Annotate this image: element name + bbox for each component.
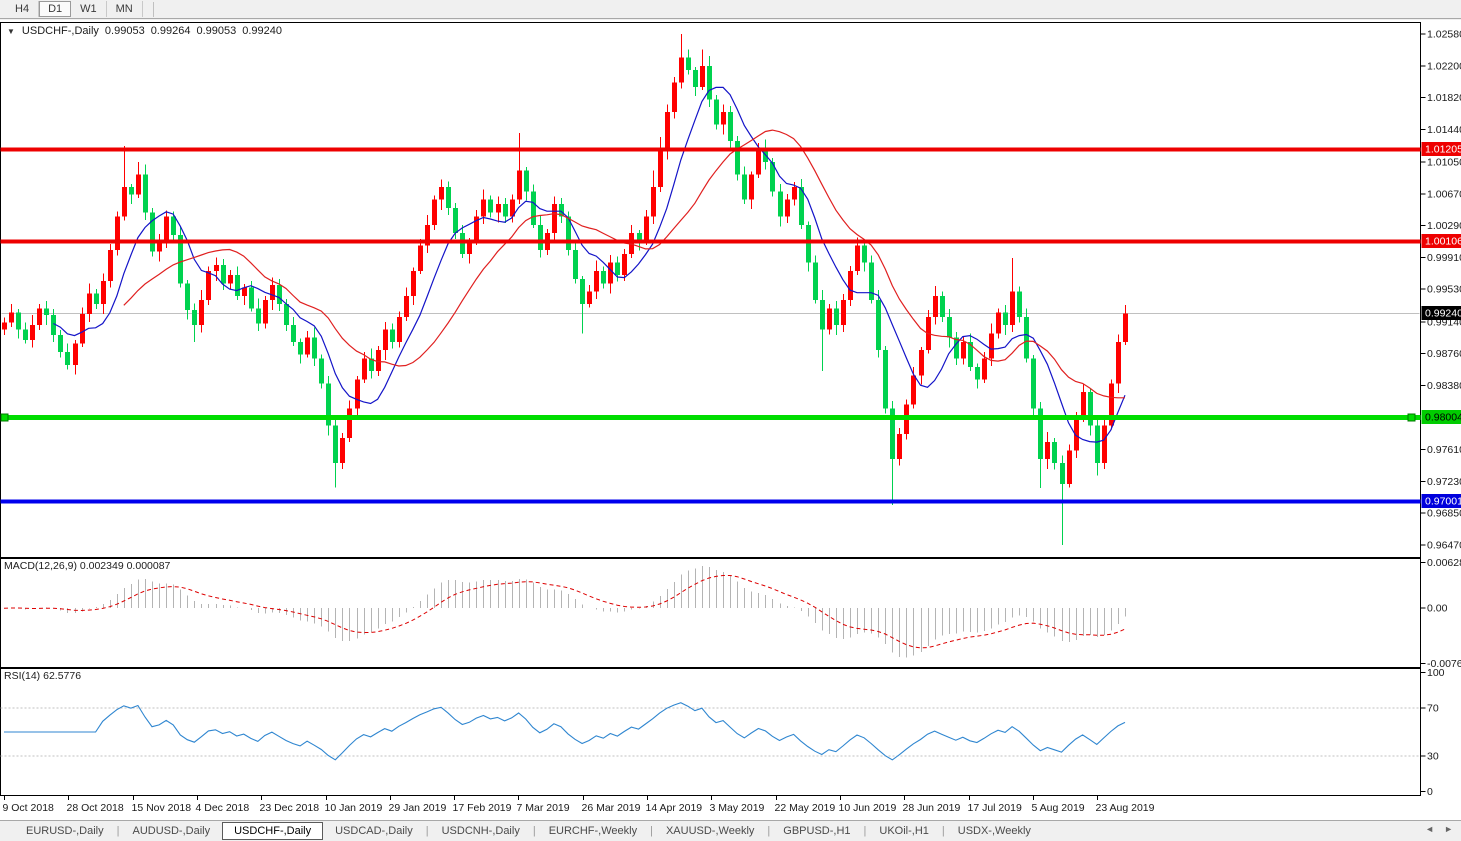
timeframe-button-w1[interactable]: W1: [71, 1, 107, 17]
chart-tab-usdcnh[interactable]: USDCNH-,Daily: [441, 825, 520, 837]
chart-tab-eurchf[interactable]: EURCHF-,Weekly: [548, 825, 638, 837]
tab-separator: |: [767, 825, 771, 837]
symbol-dropdown-icon[interactable]: ▼: [7, 26, 15, 36]
svg-text:1.02580: 1.02580: [1427, 29, 1461, 41]
svg-text:0.00: 0.00: [1427, 603, 1448, 615]
svg-text:17 Feb 2019: 17 Feb 2019: [453, 802, 512, 814]
svg-text:1.01820: 1.01820: [1427, 92, 1461, 104]
svg-text:10 Jun 2019: 10 Jun 2019: [839, 802, 897, 814]
chart-tab-usdcad[interactable]: USDCAD-,Daily: [335, 825, 413, 837]
chart-symbol-label: USDCHF-,Daily: [21, 25, 99, 37]
ohlc-high: 0.99264: [150, 25, 191, 37]
ohlc-open: 0.99053: [104, 25, 145, 37]
svg-text:100: 100: [1427, 667, 1445, 679]
svg-text:14 Apr 2019: 14 Apr 2019: [646, 802, 703, 814]
timeframe-button-d1[interactable]: D1: [39, 1, 72, 17]
chart-tab-audusd[interactable]: AUDUSD-,Daily: [132, 825, 211, 837]
svg-text:0.006286: 0.006286: [1427, 557, 1461, 569]
tab-separator: |: [941, 825, 945, 837]
chart-tab-eurusd[interactable]: EURUSD-,Daily: [26, 825, 104, 837]
svg-text:15 Nov 2018: 15 Nov 2018: [132, 802, 192, 814]
chart-tab-gbpusd[interactable]: GBPUSD-,H1: [783, 825, 851, 837]
svg-text:1.01205: 1.01205: [1425, 144, 1461, 156]
svg-text:0: 0: [1427, 786, 1433, 798]
rsi-indicator-label: RSI(14) 62.5776: [4, 670, 82, 682]
svg-text:23 Dec 2018: 23 Dec 2018: [260, 802, 320, 814]
toolbar-divider: [143, 1, 154, 17]
svg-text:1.00106: 1.00106: [1425, 236, 1461, 248]
price-chart-canvas[interactable]: 1.02580 1.02200 1.01820 1.01440 1.01050 1.006…: [0, 20, 1461, 820]
svg-text:-0.00762: -0.00762: [1427, 658, 1461, 670]
svg-text:23 Aug 2019: 23 Aug 2019: [1096, 802, 1155, 814]
svg-text:0.99240: 0.99240: [1425, 308, 1461, 320]
svg-text:4 Dec 2018: 4 Dec 2018: [196, 802, 250, 814]
svg-text:1.01440: 1.01440: [1427, 124, 1461, 136]
chart-tab-usdchf[interactable]: USDCHF-,Daily: [222, 822, 324, 840]
chart-tab-xauusd[interactable]: XAUUSD-,Weekly: [665, 825, 755, 837]
tab-separator: |: [532, 825, 536, 837]
svg-text:28 Oct 2018: 28 Oct 2018: [67, 802, 124, 814]
svg-text:10 Jan 2019: 10 Jan 2019: [325, 802, 383, 814]
svg-text:0.97001: 0.97001: [1425, 496, 1461, 508]
chart-tab-bar: EURUSD-,Daily | AUDUSD-,Daily USDCHF-,Daily…: [0, 820, 1461, 841]
svg-text:30: 30: [1427, 750, 1439, 762]
chart-header: ▼ USDCHF-,Daily 0.99053 0.99264 0.99053 …: [7, 25, 282, 37]
svg-text:70: 70: [1427, 703, 1439, 715]
svg-text:22 May 2019: 22 May 2019: [775, 802, 836, 814]
svg-text:29 Jan 2019: 29 Jan 2019: [389, 802, 447, 814]
macd-indicator-label: MACD(12,26,9) 0.002349 0.000087: [4, 560, 171, 572]
chart-tab-ukoil[interactable]: UKOil-,H1: [879, 825, 929, 837]
tab-scroll-right-icon[interactable]: ►: [1444, 824, 1453, 834]
svg-text:5 Aug 2019: 5 Aug 2019: [1032, 802, 1085, 814]
svg-text:26 Mar 2019: 26 Mar 2019: [582, 802, 641, 814]
svg-text:7 Mar 2019: 7 Mar 2019: [517, 802, 570, 814]
chart-tab-usdx[interactable]: USDX-,Weekly: [957, 825, 1031, 837]
svg-text:1.01050: 1.01050: [1427, 157, 1461, 169]
tab-scroll-arrows: ◄ ►: [1425, 824, 1453, 834]
timeframe-toolbar: H4 D1 W1 MN: [0, 0, 1461, 19]
chart-window[interactable]: ▼ USDCHF-,Daily 0.99053 0.99264 0.99053 …: [0, 20, 1461, 820]
svg-text:1.00670: 1.00670: [1427, 188, 1461, 200]
tab-separator: |: [650, 825, 653, 837]
svg-text:28 Jun 2019: 28 Jun 2019: [903, 802, 961, 814]
tab-separator: |: [863, 825, 867, 837]
svg-text:0.98004: 0.98004: [1425, 412, 1461, 424]
svg-text:3 May 2019: 3 May 2019: [710, 802, 765, 814]
svg-text:0.96470: 0.96470: [1427, 539, 1461, 551]
svg-text:1.02200: 1.02200: [1427, 60, 1461, 72]
tab-scroll-left-icon[interactable]: ◄: [1425, 824, 1435, 834]
svg-text:9 Oct 2018: 9 Oct 2018: [3, 802, 55, 814]
tab-separator: |: [116, 825, 120, 837]
tab-separator: |: [425, 825, 429, 837]
ohlc-low: 0.99053: [196, 25, 237, 37]
svg-text:17 Jul 2019: 17 Jul 2019: [968, 802, 1022, 814]
ohlc-close: 0.99240: [242, 25, 282, 37]
timeframe-button-h4[interactable]: H4: [6, 1, 40, 17]
timeframe-button-mn[interactable]: MN: [107, 1, 143, 17]
